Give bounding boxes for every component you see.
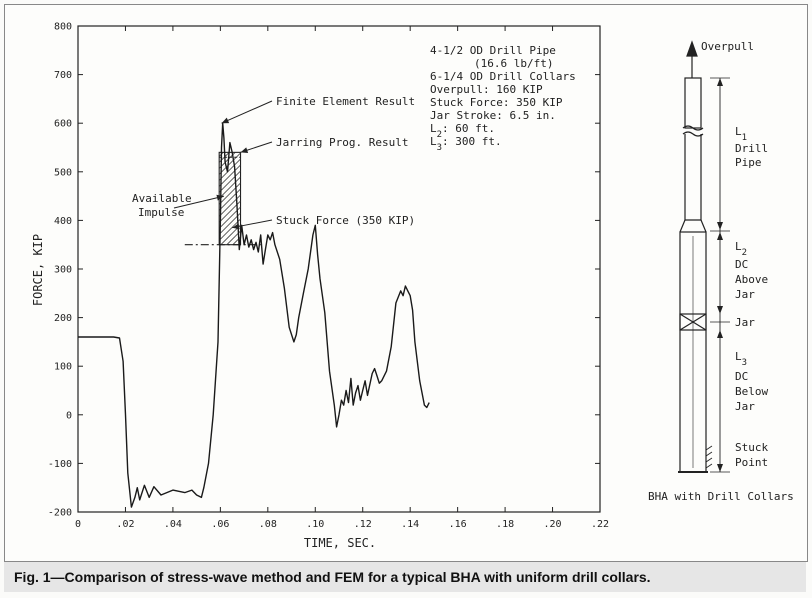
- plot-lines: [78, 100, 430, 508]
- x-tick-label: .12: [354, 519, 372, 530]
- y-tick-label: 500: [54, 167, 72, 178]
- annotation-available: Available: [132, 192, 192, 205]
- hatch-line: [238, 242, 241, 245]
- x-tick-label: .04: [164, 519, 182, 530]
- y-tick-label: 300: [54, 265, 72, 276]
- drill-pipe-top: [684, 77, 702, 129]
- hatch-line: [219, 188, 241, 211]
- hatch-line: [219, 170, 241, 193]
- info-line: Stuck Force: 350 KIP: [430, 96, 563, 109]
- y-tick-label: 100: [54, 362, 72, 373]
- overpull-arrowhead-icon: [686, 40, 698, 57]
- y-tick-label: 600: [54, 119, 72, 130]
- y-tick-label: 0: [66, 410, 72, 421]
- hatch-line: [232, 236, 241, 245]
- hatch-line: [219, 176, 241, 199]
- bha-l2-desc: DC: [735, 258, 748, 271]
- y-axis-label: FORCE, KIP: [31, 234, 45, 306]
- bha-l2-desc: Jar: [735, 288, 755, 301]
- finite-element-leader: [221, 100, 273, 124]
- bha-l3-label: L3: [735, 350, 747, 368]
- y-tick-label: 200: [54, 313, 72, 324]
- bha-schematic: [678, 40, 730, 473]
- dim-arrow-icon: [717, 78, 723, 86]
- jar-box: [679, 313, 707, 331]
- hatch-line: [219, 152, 230, 163]
- jar-cross-2: [679, 313, 707, 331]
- available-impulse-leader: [173, 195, 225, 209]
- x-tick-label: .22: [591, 519, 609, 530]
- x-tick-label: .16: [449, 519, 467, 530]
- annotation-impulse: Impulse: [138, 206, 184, 219]
- bha-jar-label: Jar: [735, 316, 755, 329]
- jarring-prog-leader-head: [240, 147, 249, 154]
- hatch-line: [219, 182, 241, 205]
- collar-shoulder-right: [700, 219, 707, 233]
- hatch-line: [219, 152, 224, 157]
- x-axis-label: TIME, SEC.: [304, 536, 376, 550]
- bha-l1-desc: Drill: [735, 142, 768, 155]
- hatch-line: [226, 230, 241, 245]
- tick-marks: 0 .02 .04 .06 .08 .10 .12 .14 .16 .18 .20 .22 -200 -1…: [48, 22, 609, 531]
- bha-stuck-label: Stuck: [735, 441, 768, 454]
- bha-overpull-label: Overpull: [701, 40, 754, 53]
- drill-pipe-break: [682, 125, 704, 137]
- x-tick-label: .18: [496, 519, 514, 530]
- y-tick-label: -200: [48, 508, 72, 519]
- bha-l3-desc: DC: [735, 370, 748, 383]
- bha-l1-label: L1: [735, 125, 747, 143]
- hatch-line: [219, 218, 241, 241]
- bha-l2-desc: Above: [735, 273, 768, 286]
- hatch-line: [219, 249, 240, 270]
- annotation-stuck-force: Stuck Force (350 KIP): [276, 214, 415, 227]
- drill-pipe-lower: [684, 134, 702, 221]
- bha-labels: Overpull L1 Drill Pipe L2 DC Above Jar J…: [648, 40, 794, 503]
- collar-shoulder-left: [679, 219, 686, 233]
- bha-l3-desc: Below: [735, 385, 768, 398]
- info-line: Jar Stroke: 6.5 in.: [430, 109, 556, 122]
- y-tick-label: 700: [54, 70, 72, 81]
- info-block: 4-1/2 OD Drill Pipe (16.6 lb/ft) 6-1/4 O…: [430, 44, 576, 153]
- y-tick-label: 800: [54, 22, 72, 33]
- figure-frame: [4, 4, 808, 562]
- x-tick-label: .14: [401, 519, 419, 530]
- bha-title: BHA with Drill Collars: [648, 490, 794, 503]
- annotation-finite-element: Finite Element Result: [276, 95, 415, 108]
- stuck-force-leader-head: [232, 223, 240, 230]
- bha-l1-desc: Pipe: [735, 156, 762, 169]
- y-tick-label: -100: [48, 459, 72, 470]
- hatch-line: [219, 152, 241, 175]
- figure-caption: Fig. 1—Comparison of stress-wave method …: [4, 562, 806, 592]
- dim-arrow-icon: [717, 330, 723, 338]
- dim-arrow-icon: [717, 464, 723, 472]
- dim-arrow-icon: [717, 306, 723, 314]
- info-line: 6-1/4 OD Drill Collars: [430, 70, 576, 83]
- info-line: Overpull: 160 KIP: [430, 83, 543, 96]
- info-line: 4-1/2 OD Drill Pipe: [430, 44, 556, 57]
- dim-arrow-icon: [717, 222, 723, 230]
- x-tick-label: .10: [306, 519, 324, 530]
- x-tick-label: .02: [116, 519, 134, 530]
- x-tick-label: .08: [259, 519, 277, 530]
- bha-l2-label: L2: [735, 240, 747, 258]
- x-tick-label: .20: [544, 519, 562, 530]
- dim-arrow-icon: [717, 232, 723, 240]
- hatch-line: [219, 152, 236, 169]
- y-tick-label: 400: [54, 216, 72, 227]
- info-line: (16.6 lb/ft): [474, 57, 553, 70]
- x-tick-label: .06: [211, 519, 229, 530]
- x-tick-label: 0: [75, 519, 81, 530]
- hatch-line: [219, 158, 241, 181]
- series-line: [78, 122, 430, 508]
- annotation-jarring-prog: Jarring Prog. Result: [276, 136, 408, 149]
- hatch-line: [219, 164, 241, 187]
- bha-stuck-label: Point: [735, 456, 768, 469]
- bha-l3-desc: Jar: [735, 400, 755, 413]
- available-impulse-leader-head: [216, 194, 224, 201]
- finite-element-leader-head: [221, 117, 230, 124]
- stuck-point-hatch: [705, 445, 713, 469]
